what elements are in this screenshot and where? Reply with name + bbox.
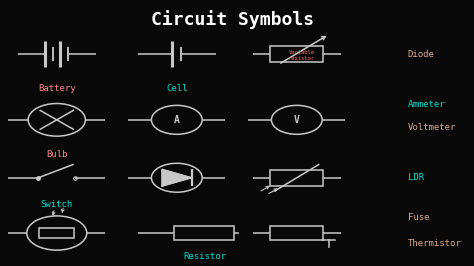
- Text: Ammeter: Ammeter: [408, 99, 445, 109]
- Bar: [39, 228, 74, 238]
- Text: Switch: Switch: [41, 200, 73, 209]
- Text: Thermistor: Thermistor: [408, 239, 461, 248]
- Text: V: V: [294, 115, 300, 125]
- Bar: [270, 226, 323, 240]
- Bar: [270, 46, 323, 62]
- Text: LDR: LDR: [408, 173, 424, 182]
- Text: Bulb: Bulb: [46, 149, 67, 159]
- Text: A: A: [174, 115, 180, 125]
- Polygon shape: [162, 169, 191, 186]
- Text: Variable
resistor: Variable resistor: [288, 50, 314, 61]
- Text: Voltmeter: Voltmeter: [408, 123, 456, 132]
- Text: Fuse: Fuse: [408, 213, 429, 222]
- Bar: [270, 170, 323, 186]
- Text: Diode: Diode: [408, 49, 435, 59]
- Text: Circuit Symbols: Circuit Symbols: [151, 10, 314, 29]
- Text: Cell: Cell: [166, 84, 188, 93]
- Bar: [174, 226, 235, 240]
- Text: Resistor: Resistor: [183, 252, 226, 261]
- Text: Battery: Battery: [38, 84, 75, 93]
